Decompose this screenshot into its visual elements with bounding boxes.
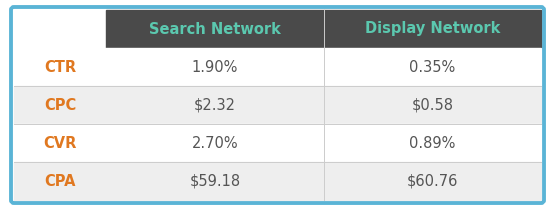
Text: $0.58: $0.58	[411, 97, 453, 113]
Text: CPA: CPA	[44, 173, 76, 189]
Text: $60.76: $60.76	[407, 173, 458, 189]
Bar	[14, 124, 541, 162]
Text: CPC: CPC	[44, 97, 76, 113]
Text: 0.35%: 0.35%	[409, 59, 456, 75]
FancyBboxPatch shape	[11, 7, 544, 203]
Text: 2.70%: 2.70%	[191, 135, 238, 151]
Text: Search Network: Search Network	[149, 21, 281, 37]
Bar	[14, 48, 541, 86]
Text: Display Network: Display Network	[365, 21, 500, 37]
Bar	[14, 86, 541, 124]
Text: $59.18: $59.18	[189, 173, 240, 189]
Text: $2.32: $2.32	[194, 97, 236, 113]
Text: CTR: CTR	[44, 59, 76, 75]
Bar	[106, 10, 324, 48]
Text: 0.89%: 0.89%	[409, 135, 456, 151]
Bar	[14, 162, 541, 200]
Text: 1.90%: 1.90%	[191, 59, 238, 75]
Text: CVR: CVR	[43, 135, 77, 151]
Bar	[324, 10, 541, 48]
